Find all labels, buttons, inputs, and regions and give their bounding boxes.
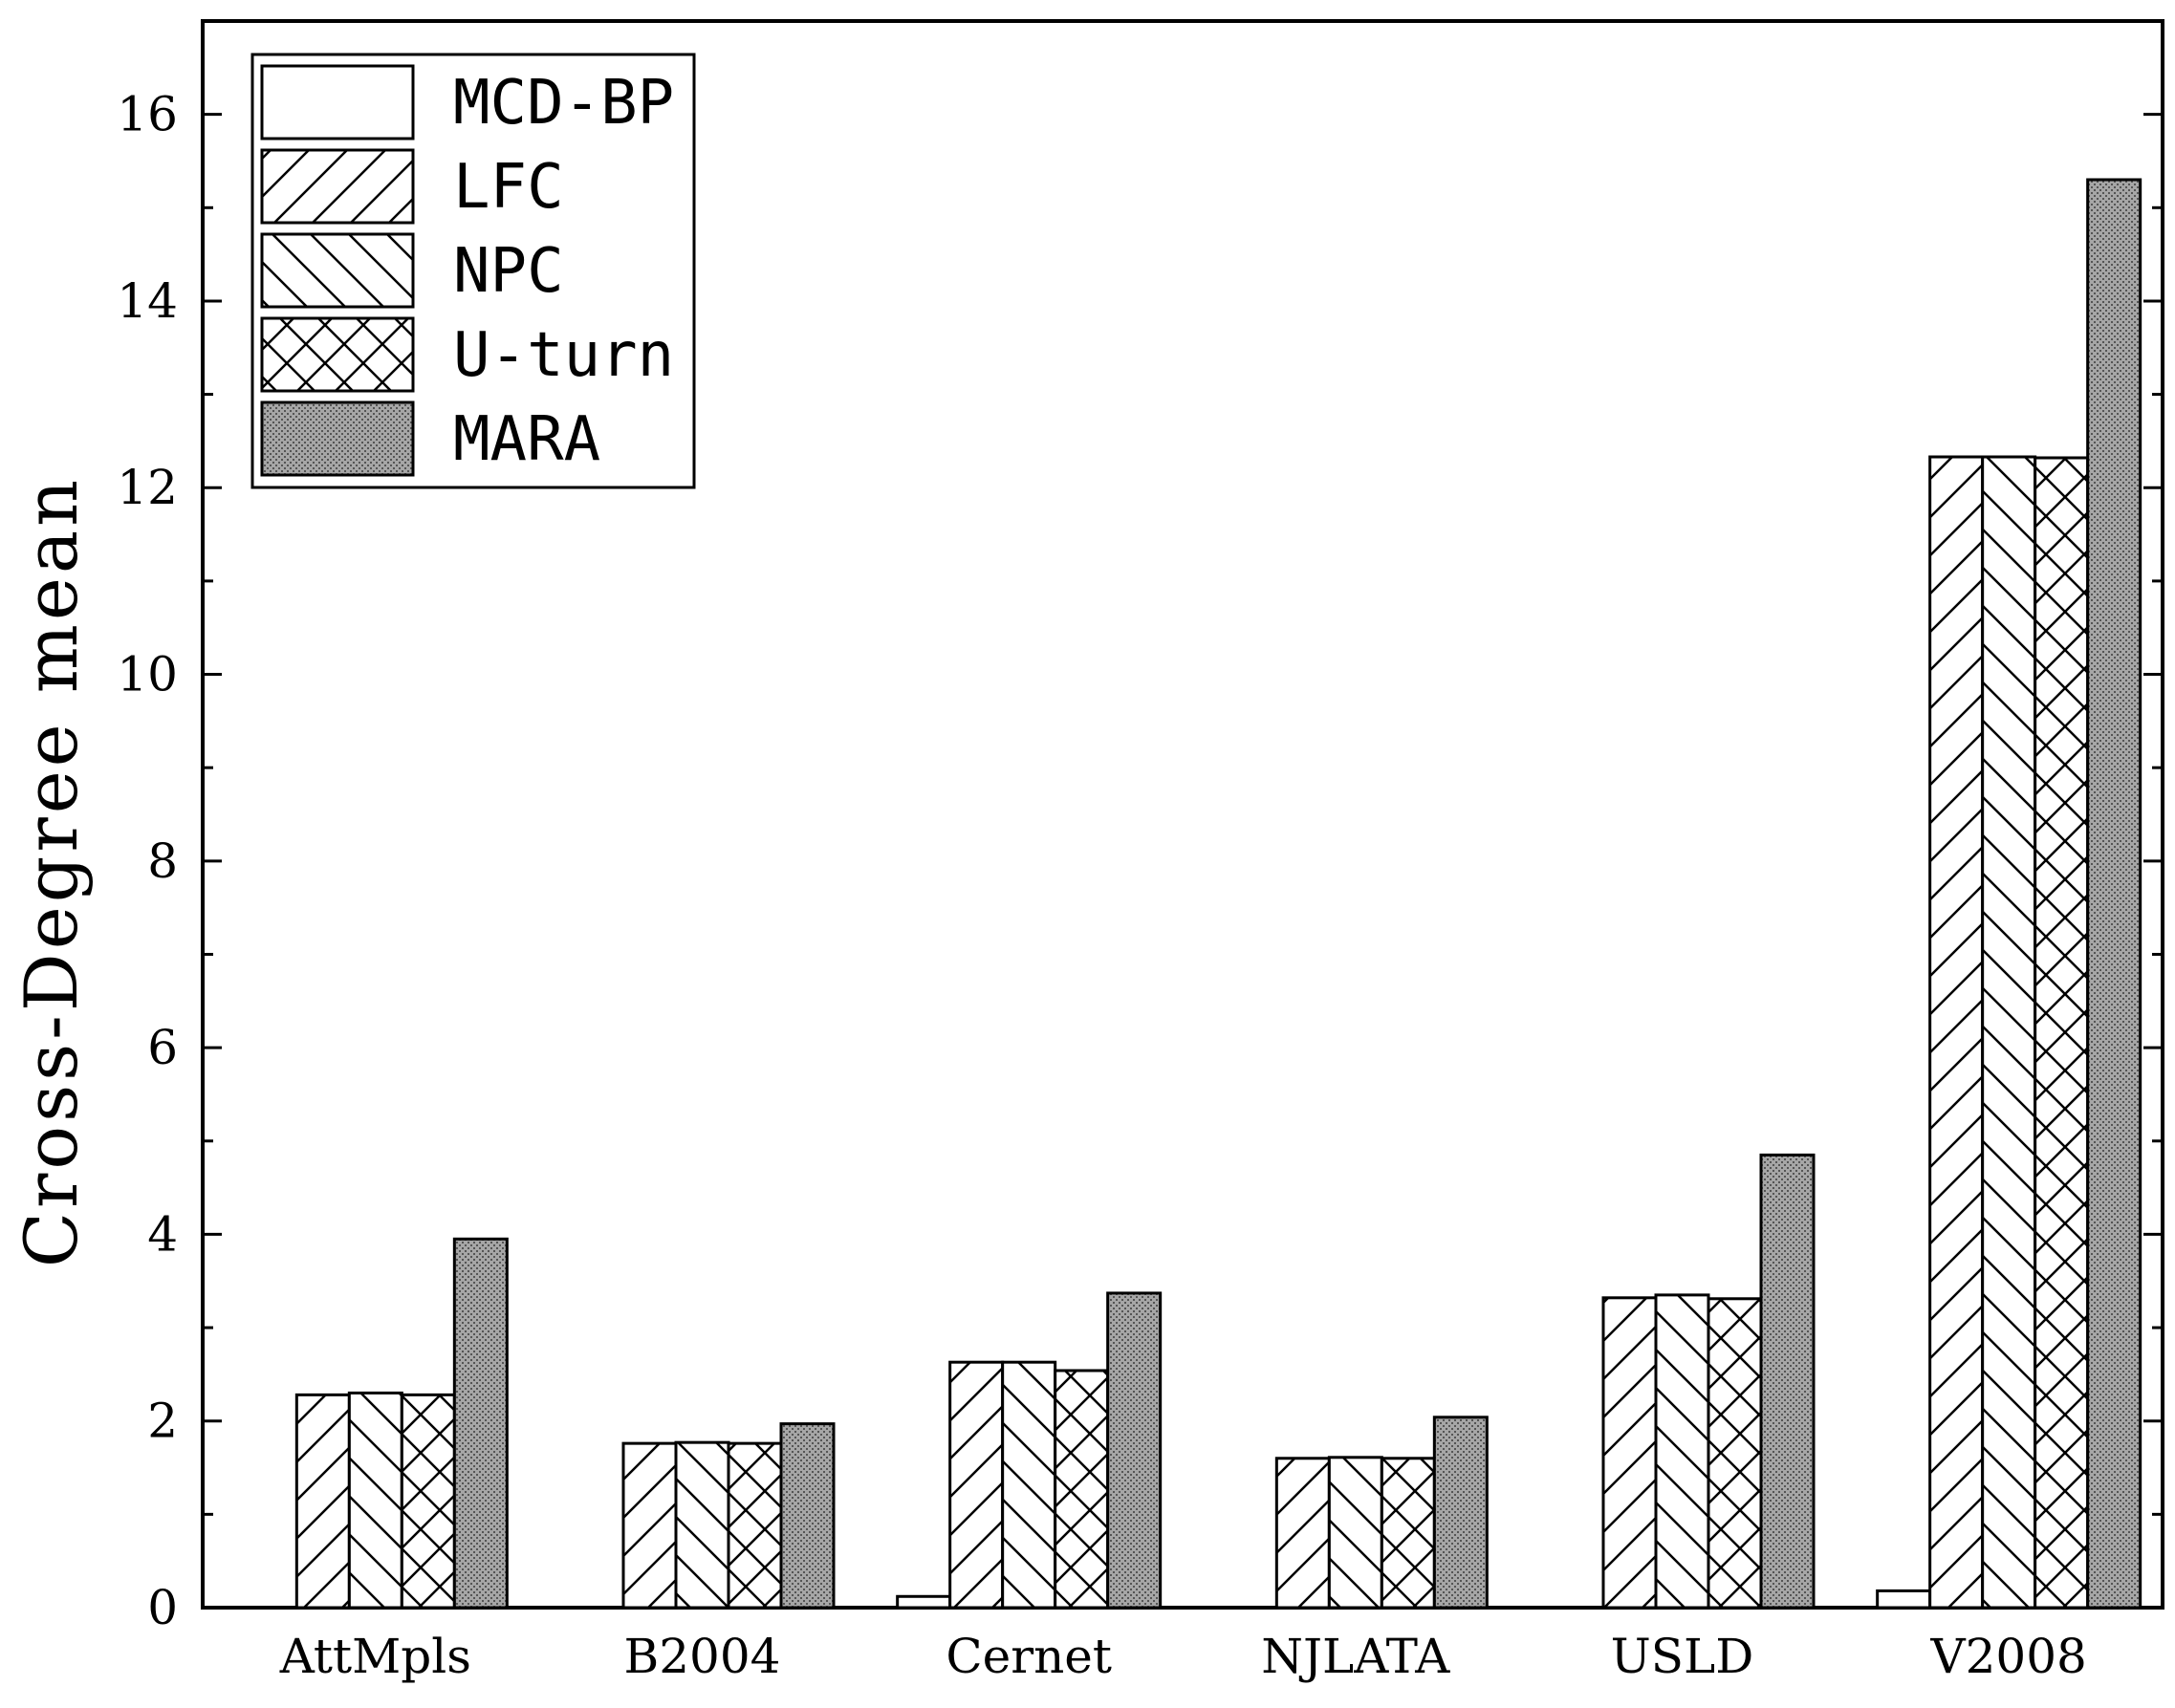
y-tick-label: 4 xyxy=(147,1206,178,1262)
bar-mara-usld xyxy=(1759,1153,1816,1610)
bar-mara-b2004 xyxy=(779,1422,836,1610)
bar-npc-usld xyxy=(1654,1293,1710,1610)
plot-frame xyxy=(201,19,2164,1610)
legend-swatch xyxy=(260,64,415,141)
bar-lfc-njlata xyxy=(1274,1457,1331,1610)
legend-swatch xyxy=(260,400,415,477)
bar-u-turn-v2008 xyxy=(2034,456,2090,1610)
x-tick-label: V2008 xyxy=(1929,1629,2086,1684)
bar-lfc-usld xyxy=(1601,1296,1658,1610)
y-tick-label: 16 xyxy=(117,87,178,142)
bar-npc-cernet xyxy=(1001,1360,1057,1610)
bar-mara-njlata xyxy=(1432,1416,1489,1610)
y-tick-label: 6 xyxy=(147,1020,178,1075)
bar-lfc-v2008 xyxy=(1928,455,1985,1610)
legend-label: U-turn xyxy=(453,320,674,391)
bar-mcd-bp-cernet xyxy=(896,1594,952,1610)
y-tick-label: 10 xyxy=(117,647,178,703)
bar-u-turn-usld xyxy=(1707,1297,1763,1610)
x-axis: AttMpls B2004 Cernet NJLATA USLD V2008 xyxy=(279,1579,2087,1684)
legend-swatch xyxy=(260,232,415,309)
y-tick-label: 14 xyxy=(117,273,178,329)
y-axis-title: Cross-Degree mean xyxy=(9,476,94,1267)
y-axis: 0 2 4 6 8 10 12 14 16 xyxy=(117,87,2163,1635)
bar-mcd-bp-v2008 xyxy=(1876,1589,1932,1610)
bar-u-turn-cernet xyxy=(1054,1369,1110,1610)
bar-lfc-b2004 xyxy=(621,1441,678,1610)
plot-border xyxy=(201,19,2164,1610)
x-tick-label: USLD xyxy=(1611,1629,1754,1684)
x-tick-label: B2004 xyxy=(624,1629,781,1684)
y-tick-label: 2 xyxy=(147,1394,178,1449)
bar-u-turn-b2004 xyxy=(727,1441,783,1610)
bar-mara-v2008 xyxy=(2086,178,2142,1610)
bar-npc-njlata xyxy=(1327,1456,1383,1610)
legend-label: MCD-BP xyxy=(453,68,674,139)
bar-u-turn-attmpls xyxy=(400,1393,456,1610)
legend-label: LFC xyxy=(453,152,564,223)
x-tick-label: AttMpls xyxy=(279,1629,471,1684)
legend-swatch xyxy=(260,316,415,393)
y-tick-label: 12 xyxy=(117,460,178,515)
bar-npc-attmpls xyxy=(347,1391,403,1610)
y-tick-label: 8 xyxy=(147,833,178,889)
x-tick-label: Cernet xyxy=(946,1629,1112,1684)
legend-label: MARA xyxy=(453,404,600,475)
bar-mara-attmpls xyxy=(452,1237,509,1610)
bars xyxy=(294,178,2142,1610)
legend-label: NPC xyxy=(453,236,564,307)
bar-lfc-cernet xyxy=(948,1360,1005,1610)
bar-mara-cernet xyxy=(1106,1291,1163,1610)
y-tick-label: 0 xyxy=(147,1580,178,1635)
bar-npc-b2004 xyxy=(674,1440,730,1610)
legend: MCD-BP LFC NPC U-turn MARA xyxy=(250,53,696,489)
bar-u-turn-njlata xyxy=(1380,1457,1436,1610)
bar-lfc-attmpls xyxy=(294,1393,351,1610)
bar-npc-v2008 xyxy=(1981,455,2037,1610)
legend-swatch xyxy=(260,148,415,225)
x-tick-label: NJLATA xyxy=(1261,1629,1450,1684)
